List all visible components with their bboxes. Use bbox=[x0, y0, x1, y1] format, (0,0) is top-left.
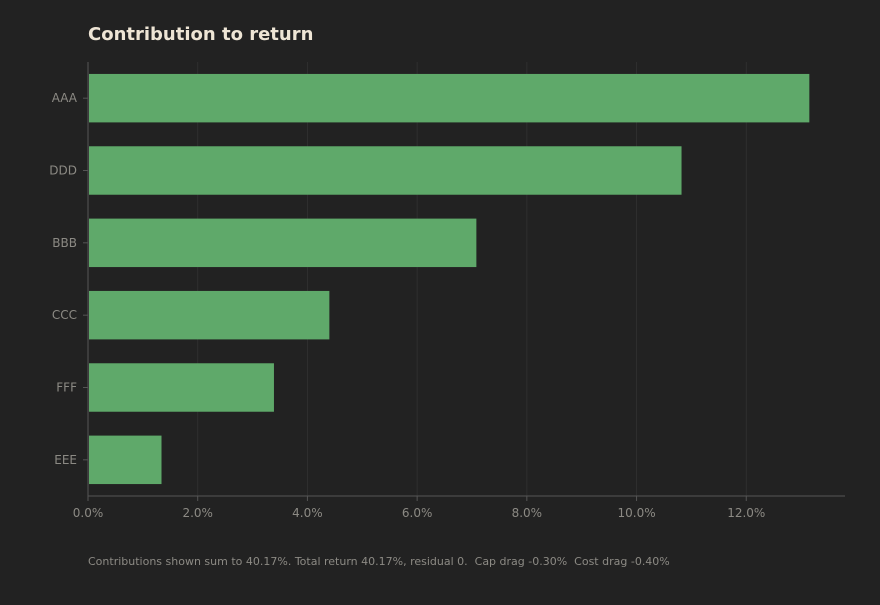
bar-bbb bbox=[89, 218, 477, 268]
x-tick-label: 0.0% bbox=[73, 506, 104, 520]
grid-lines bbox=[197, 62, 747, 496]
y-tick-label: EEE bbox=[54, 453, 77, 467]
y-tick-label: FFF bbox=[56, 381, 77, 395]
bar-ccc bbox=[89, 290, 330, 340]
x-tick-label: 4.0% bbox=[292, 506, 323, 520]
y-tick-label: DDD bbox=[49, 164, 77, 178]
y-tick-label: BBB bbox=[52, 236, 77, 250]
x-tick-labels: 0.0% 2.0% 4.0% 6.0% 8.0% 10.0% 12.0% bbox=[73, 506, 766, 520]
chart-footnote: Contributions shown sum to 40.17%. Total… bbox=[88, 555, 670, 568]
axes bbox=[83, 62, 845, 501]
bar-aaa bbox=[89, 73, 810, 123]
x-tick-label: 2.0% bbox=[182, 506, 213, 520]
x-tick-label: 10.0% bbox=[617, 506, 655, 520]
y-tick-labels: AAA DDD BBB CCC FFF EEE bbox=[49, 91, 78, 467]
x-tick-label: 12.0% bbox=[727, 506, 765, 520]
y-tick-label: CCC bbox=[52, 308, 77, 322]
y-tick-label: AAA bbox=[52, 91, 78, 105]
bar-eee bbox=[89, 435, 162, 485]
x-tick-label: 6.0% bbox=[402, 506, 433, 520]
chart-title: Contribution to return bbox=[88, 24, 314, 45]
bar-fff bbox=[89, 363, 274, 412]
bar-ddd bbox=[89, 146, 682, 195]
bars bbox=[89, 73, 810, 485]
x-tick-label: 8.0% bbox=[512, 506, 543, 520]
